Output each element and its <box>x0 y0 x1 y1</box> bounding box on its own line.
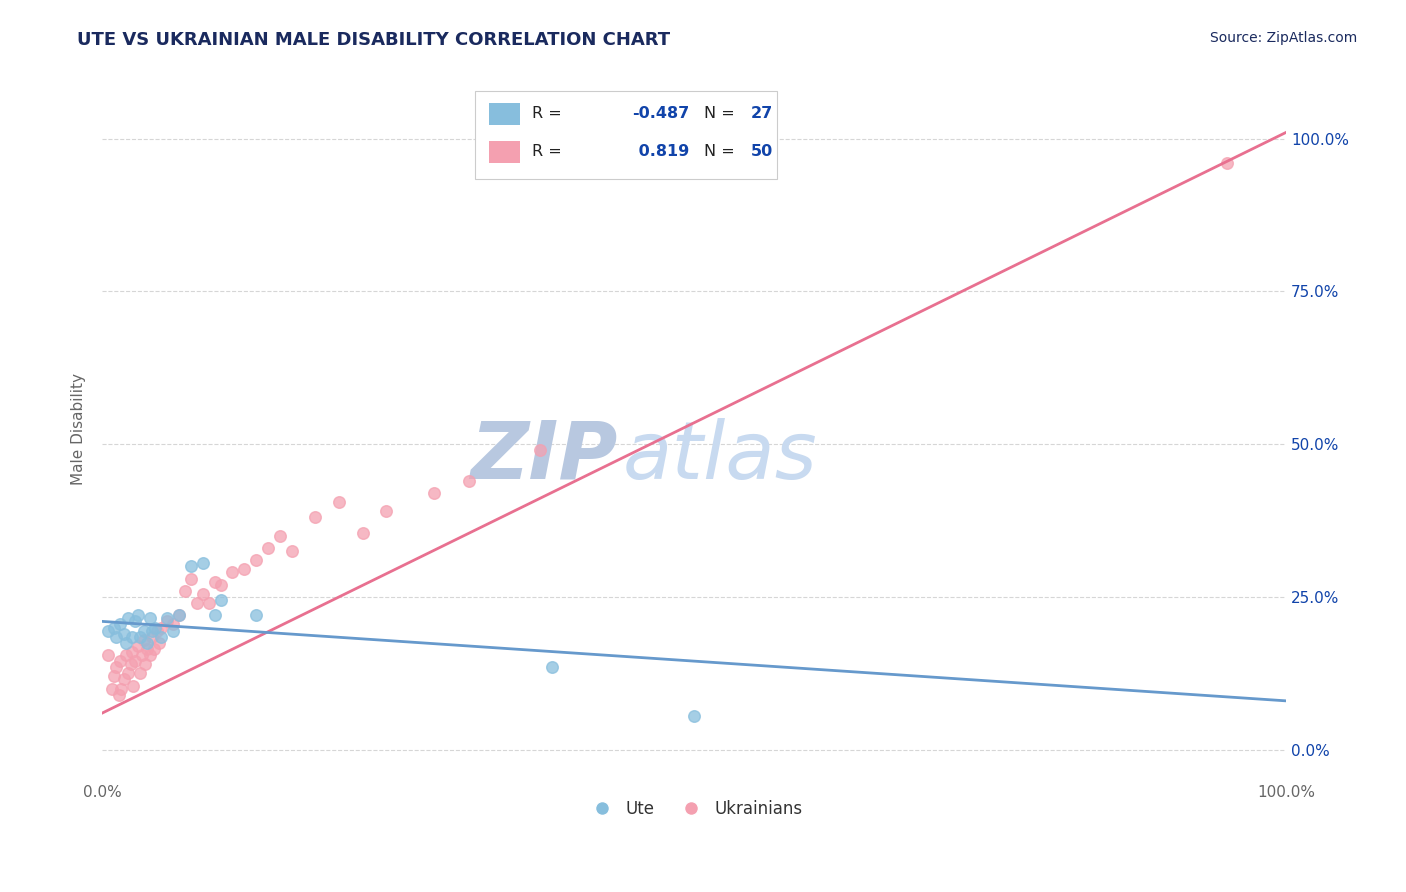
Point <box>120 657 142 672</box>
Text: 0.819: 0.819 <box>633 145 689 160</box>
Point <box>162 624 184 638</box>
Point <box>105 630 128 644</box>
Point <box>103 669 125 683</box>
Point <box>112 626 135 640</box>
Legend: Ute, Ukrainians: Ute, Ukrainians <box>579 793 810 825</box>
Point <box>145 620 167 634</box>
Point <box>108 654 131 668</box>
Text: 50: 50 <box>751 145 773 160</box>
Point <box>129 630 152 644</box>
Point <box>156 611 179 625</box>
Point <box>167 608 190 623</box>
FancyBboxPatch shape <box>489 141 520 163</box>
Point <box>174 583 197 598</box>
Point <box>233 562 256 576</box>
Point <box>529 443 551 458</box>
Point <box>204 608 226 623</box>
FancyBboxPatch shape <box>489 103 520 125</box>
Text: N =: N = <box>703 106 734 121</box>
Point <box>110 681 132 696</box>
Point <box>97 648 120 662</box>
Point <box>105 660 128 674</box>
Point <box>209 578 232 592</box>
Point <box>197 596 219 610</box>
Point <box>131 648 153 662</box>
Point <box>683 709 706 723</box>
Point <box>280 544 302 558</box>
Point <box>107 688 129 702</box>
Point <box>138 648 160 662</box>
Point <box>1216 156 1239 170</box>
Point <box>156 615 179 629</box>
Point <box>122 679 145 693</box>
Point <box>221 566 243 580</box>
Point <box>124 654 146 668</box>
Text: R =: R = <box>531 145 561 160</box>
Point <box>115 636 138 650</box>
Point <box>97 624 120 638</box>
Point <box>129 666 152 681</box>
Point <box>191 587 214 601</box>
Point <box>143 641 166 656</box>
Point <box>132 632 155 647</box>
Point <box>124 615 146 629</box>
Point <box>458 474 481 488</box>
Point <box>162 617 184 632</box>
Point <box>150 620 173 634</box>
Point <box>204 574 226 589</box>
Text: Source: ZipAtlas.com: Source: ZipAtlas.com <box>1209 31 1357 45</box>
Point <box>127 639 149 653</box>
Point <box>245 553 267 567</box>
Point <box>115 648 138 662</box>
Point <box>245 608 267 623</box>
Y-axis label: Male Disability: Male Disability <box>72 373 86 485</box>
Point <box>304 510 326 524</box>
Point <box>375 504 398 518</box>
Point <box>257 541 280 555</box>
Point <box>422 486 444 500</box>
Text: 27: 27 <box>751 106 773 121</box>
Point <box>269 529 291 543</box>
Point <box>100 681 122 696</box>
Point <box>141 624 163 638</box>
Text: atlas: atlas <box>623 418 818 496</box>
Point <box>180 572 202 586</box>
Point <box>136 636 159 650</box>
Point <box>209 593 232 607</box>
Text: UTE VS UKRAINIAN MALE DISABILITY CORRELATION CHART: UTE VS UKRAINIAN MALE DISABILITY CORRELA… <box>77 31 671 49</box>
Point <box>180 559 202 574</box>
Point <box>352 525 374 540</box>
Point <box>141 630 163 644</box>
Point <box>191 557 214 571</box>
Point <box>121 630 143 644</box>
Point <box>112 673 135 687</box>
Point <box>138 611 160 625</box>
Text: ZIP: ZIP <box>470 418 617 496</box>
Text: R =: R = <box>531 106 561 121</box>
Point <box>134 657 156 672</box>
Point <box>103 620 125 634</box>
Point <box>121 645 143 659</box>
FancyBboxPatch shape <box>475 92 778 179</box>
Point <box>167 608 190 623</box>
Point <box>132 624 155 638</box>
Point <box>117 666 139 681</box>
Point <box>148 636 170 650</box>
Point <box>145 624 167 638</box>
Point <box>541 660 564 674</box>
Point <box>136 641 159 656</box>
Point <box>328 495 350 509</box>
Point <box>117 611 139 625</box>
Text: N =: N = <box>703 145 734 160</box>
Point <box>150 630 173 644</box>
Point <box>108 617 131 632</box>
Point <box>127 608 149 623</box>
Text: -0.487: -0.487 <box>633 106 690 121</box>
Point <box>186 596 208 610</box>
